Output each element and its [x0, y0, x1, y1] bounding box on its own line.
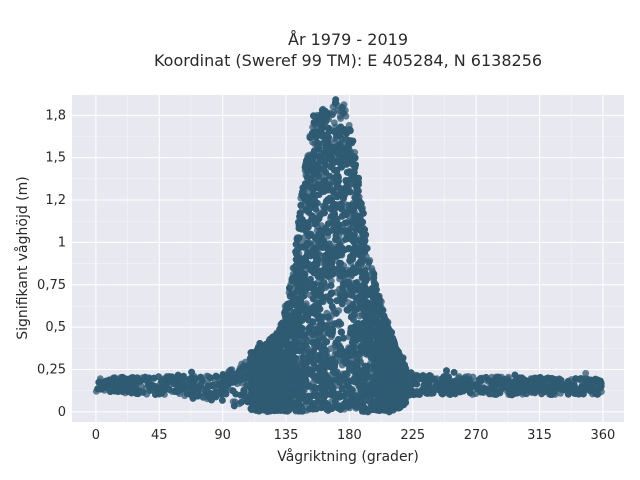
chart-subtitle: Koordinat (Sweref 99 TM): E 405284, N 61…	[154, 51, 542, 70]
data-point	[368, 264, 376, 272]
data-point	[356, 312, 364, 320]
data-point	[327, 345, 335, 352]
data-point	[337, 115, 344, 122]
data-points	[92, 96, 605, 416]
chart-title: År 1979 - 2019	[288, 30, 408, 49]
data-point	[582, 369, 590, 377]
